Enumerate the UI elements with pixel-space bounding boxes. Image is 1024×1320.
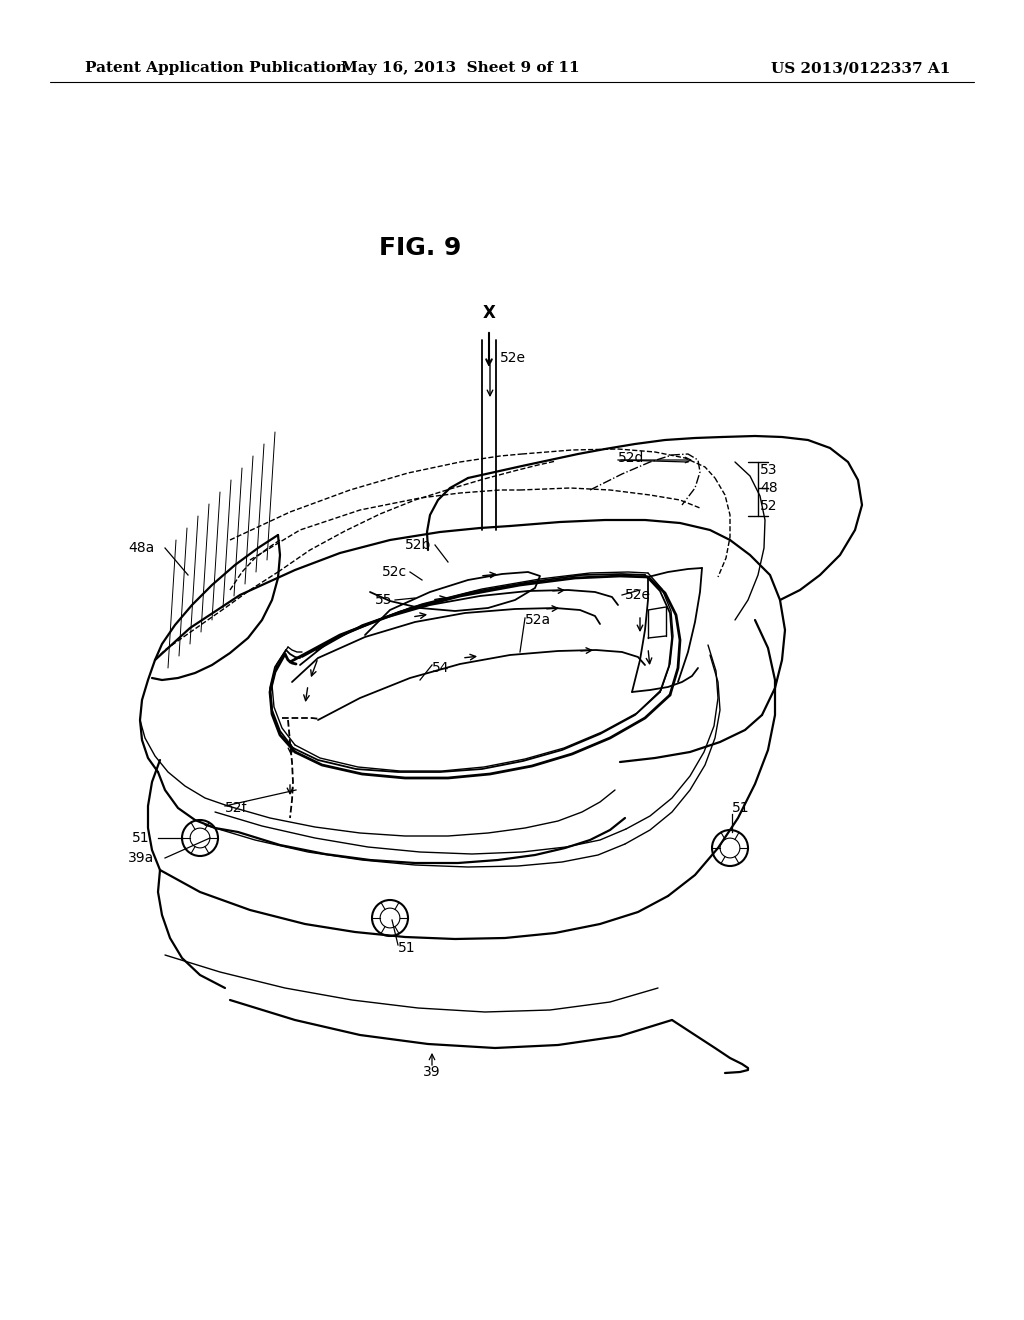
Text: 53: 53 (760, 463, 777, 477)
Text: 51: 51 (398, 941, 416, 954)
Text: 52e: 52e (625, 587, 651, 602)
Text: 39a: 39a (128, 851, 155, 865)
Text: 54: 54 (432, 661, 450, 675)
Text: 48: 48 (760, 480, 777, 495)
Text: 52e: 52e (500, 351, 526, 366)
Text: 52f: 52f (225, 801, 248, 814)
Text: 52: 52 (760, 499, 777, 513)
Text: May 16, 2013  Sheet 9 of 11: May 16, 2013 Sheet 9 of 11 (341, 61, 580, 75)
Text: 51: 51 (732, 801, 750, 814)
Text: 52b: 52b (406, 539, 431, 552)
Text: US 2013/0122337 A1: US 2013/0122337 A1 (771, 61, 950, 75)
Text: 51: 51 (132, 832, 150, 845)
Text: 52a: 52a (525, 612, 551, 627)
Text: 52d: 52d (618, 451, 644, 465)
Text: Patent Application Publication: Patent Application Publication (85, 61, 347, 75)
Text: X: X (482, 304, 496, 322)
Text: 39: 39 (423, 1065, 440, 1078)
Text: 52c: 52c (382, 565, 408, 579)
Text: 48a: 48a (128, 541, 155, 554)
Text: 55: 55 (375, 593, 392, 607)
Text: FIG. 9: FIG. 9 (379, 236, 461, 260)
